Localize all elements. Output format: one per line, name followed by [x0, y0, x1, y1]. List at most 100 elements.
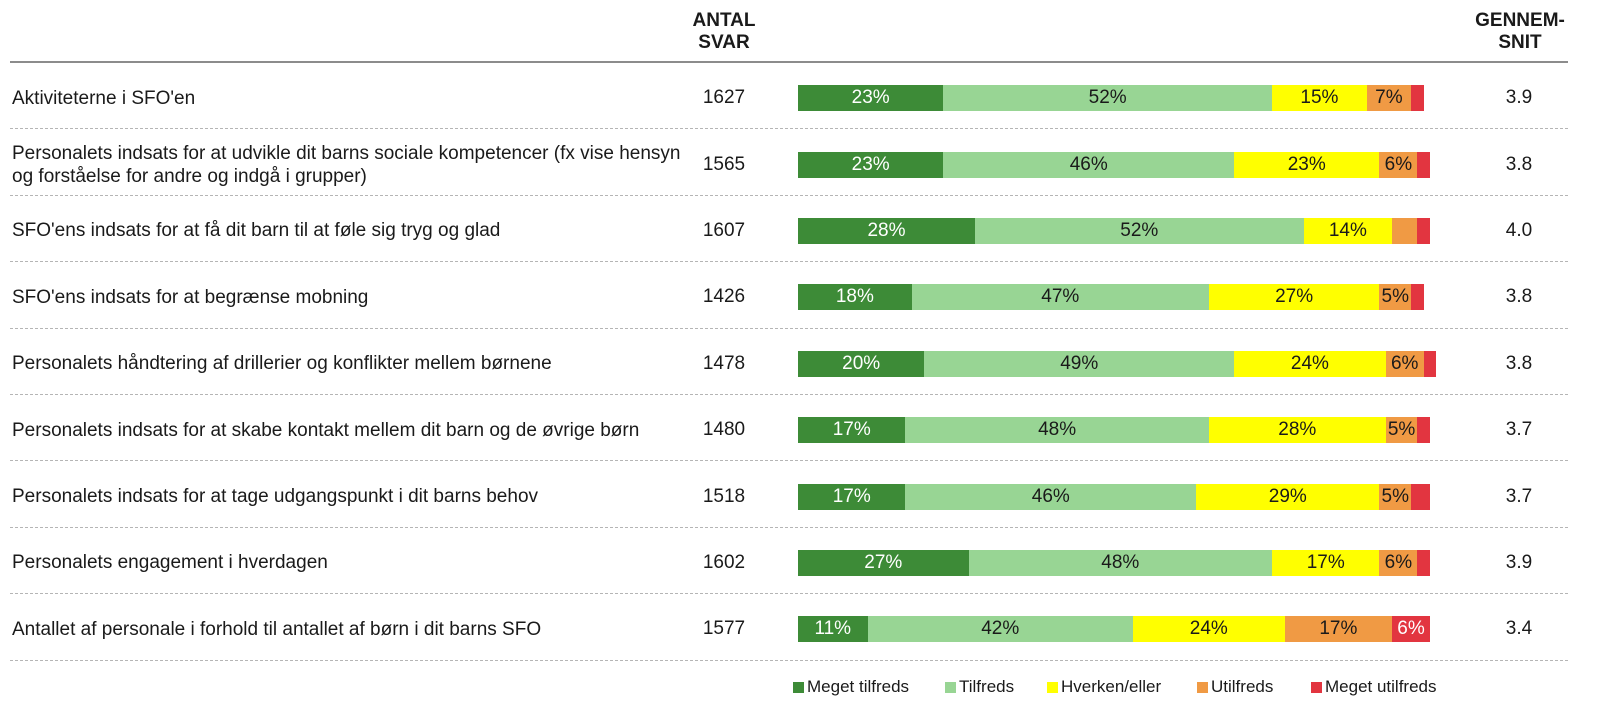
average-header: GENNEM-SNIT: [1475, 10, 1565, 53]
bar-segment: 5%: [1379, 284, 1412, 311]
value-label: 24%: [1290, 352, 1329, 374]
bar-segment: [1392, 218, 1418, 244]
average: 3.7: [1505, 485, 1533, 507]
value-label: 47%: [1041, 286, 1080, 308]
value-label: 42%: [981, 618, 1020, 640]
bar-segment: 6%: [1379, 550, 1418, 576]
value-label: 5%: [1381, 485, 1409, 507]
value-label: 23%: [1287, 153, 1326, 175]
value-label: 18%: [835, 286, 874, 308]
bar-segment: 17%: [1272, 550, 1380, 576]
legend-swatch: [793, 681, 804, 693]
bar-segment: 6%: [1385, 350, 1424, 377]
value-label: 17%: [1319, 618, 1358, 640]
value-label: 48%: [1101, 552, 1140, 573]
value-label: 23%: [851, 153, 890, 175]
bar-segment: 20%: [798, 350, 925, 377]
legend-label: Meget utilfreds: [1325, 677, 1437, 696]
value-label: 17%: [1306, 552, 1345, 573]
average: 3.8: [1505, 286, 1533, 308]
bar-segment: 17%: [798, 483, 906, 510]
value-label: 17%: [832, 419, 871, 441]
legend-swatch: [945, 681, 956, 693]
bar-segment: 17%: [1284, 616, 1393, 643]
legend-item: Hverken/eller: [1047, 677, 1161, 697]
bar-segment: 23%: [798, 151, 944, 178]
value-label: 6%: [1390, 352, 1419, 374]
bar-segment: 27%: [798, 550, 969, 576]
legend-label: Hverken/eller: [1061, 677, 1162, 696]
value-label: 46%: [1069, 153, 1108, 175]
value-label: 49%: [1060, 352, 1099, 374]
bar-segment: 24%: [1234, 350, 1386, 377]
count: 1478: [702, 352, 746, 374]
bar-segment: [1417, 417, 1430, 444]
value-label: 5%: [1387, 419, 1416, 441]
count: 1518: [702, 485, 746, 507]
bar-segment: 42%: [867, 616, 1133, 643]
value-label: 11%: [814, 618, 852, 640]
bar-segment: 6%: [1379, 151, 1418, 178]
legend-label: Meget tilfreds: [807, 677, 910, 696]
bar-segment: 27%: [1208, 284, 1380, 311]
row-separator: [10, 460, 1568, 462]
row-separator: [10, 327, 1568, 329]
bar-segment: 7%: [1366, 85, 1412, 112]
value-label: 17%: [832, 485, 871, 507]
value-label: 27%: [864, 552, 903, 573]
row-label: SFO'ens indsats for at få dit barn til a…: [12, 220, 501, 242]
bar-segment: 52%: [943, 85, 1272, 112]
bar-segment: 23%: [798, 85, 944, 112]
average: 3.4: [1505, 618, 1533, 640]
value-label: 20%: [842, 352, 881, 374]
row-label: Personalets indsats for at skabe kontakt…: [12, 419, 640, 441]
legend-item: Tilfreds: [945, 677, 1014, 697]
bar-segment: 46%: [943, 151, 1235, 178]
row-separator: [10, 394, 1568, 395]
average: 4.0: [1505, 220, 1533, 241]
average: 3.7: [1505, 419, 1533, 441]
row-label: Personalets indsats for at tage udgangsp…: [12, 486, 539, 508]
row-label: SFO'ens indsats for at begrænse mobning: [12, 286, 369, 308]
row-separator: [10, 526, 1568, 528]
bar-segment: [1411, 284, 1424, 311]
legend-swatch: [1197, 681, 1208, 693]
row-label: Antallet af personale i forhold til anta…: [12, 618, 542, 640]
value-label: 52%: [1088, 87, 1127, 109]
row-label: Personalets indsats for at udvikle dit b…: [12, 142, 681, 187]
row-separator: [10, 261, 1568, 263]
average: 3.9: [1505, 87, 1533, 109]
value-label: 5%: [1381, 286, 1409, 308]
row-separator: [10, 593, 1568, 595]
value-label: 24%: [1189, 618, 1228, 640]
row-label: Personalets håndtering af drillerier og …: [12, 353, 552, 375]
bar-segment: 48%: [905, 417, 1209, 444]
average: 3.8: [1505, 153, 1533, 175]
row-separator: [10, 128, 1568, 130]
bar-segment: 18%: [798, 284, 912, 311]
legend-label: Tilfreds: [959, 677, 1015, 696]
bar-segment: 28%: [798, 218, 975, 244]
value-label: 52%: [1120, 220, 1159, 241]
value-label: 29%: [1268, 485, 1307, 507]
value-label: 6%: [1397, 618, 1425, 640]
legend-label: Utilfreds: [1211, 677, 1274, 696]
value-label: 23%: [851, 87, 890, 109]
header-rule: [10, 61, 1568, 63]
value-label: 48%: [1038, 419, 1077, 441]
row-separator: [10, 194, 1568, 196]
count-header: ANTAL SVAR: [692, 10, 756, 53]
bar-segment: 46%: [905, 483, 1197, 510]
count: 1480: [702, 419, 746, 441]
legend-swatch: [1311, 681, 1322, 693]
count: 1426: [702, 286, 746, 308]
legend-item: Utilfreds: [1197, 677, 1273, 697]
value-label: 28%: [1278, 419, 1317, 441]
row-label: Personalets engagement i hverdagen: [12, 552, 328, 574]
value-label: 15%: [1300, 87, 1339, 109]
bar-segment: 24%: [1132, 616, 1285, 643]
bar-segment: 28%: [1208, 417, 1386, 444]
average: 3.8: [1505, 352, 1533, 374]
value-label: 28%: [867, 220, 906, 241]
